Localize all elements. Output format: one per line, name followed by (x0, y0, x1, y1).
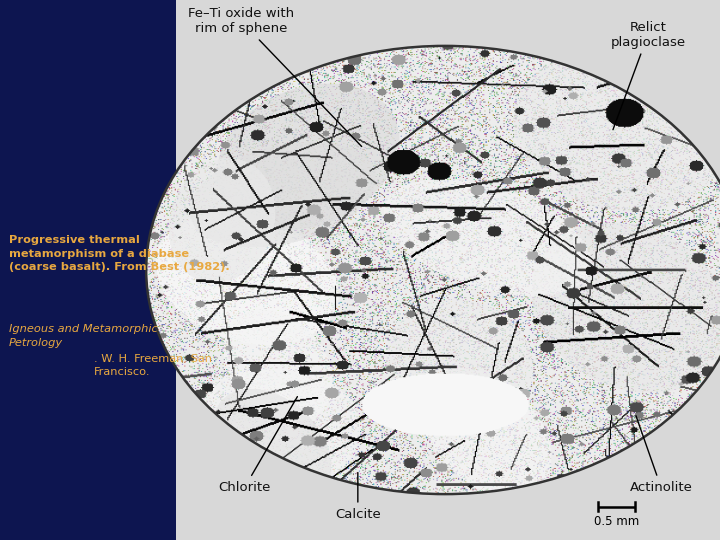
Text: Actinolite: Actinolite (629, 416, 693, 494)
Bar (176, 0, 720, 540)
Text: Calcite: Calcite (335, 472, 381, 521)
Text: Igneous and Metamorphic
Petrology: Igneous and Metamorphic Petrology (9, 324, 158, 348)
Text: 0.5 mm: 0.5 mm (594, 515, 639, 528)
Text: Fe–Ti oxide with
rim of sphene: Fe–Ti oxide with rim of sphene (188, 7, 361, 146)
Text: . W. H. Freeman. San
Francisco.: . W. H. Freeman. San Francisco. (94, 354, 212, 377)
Text: Chlorite: Chlorite (219, 396, 297, 494)
Text: Relict
plagioclase: Relict plagioclase (611, 21, 685, 130)
Text: Progressive thermal
metamorphism of a diabase
(coarse basalt). From Best (1982).: Progressive thermal metamorphism of a di… (9, 235, 230, 272)
